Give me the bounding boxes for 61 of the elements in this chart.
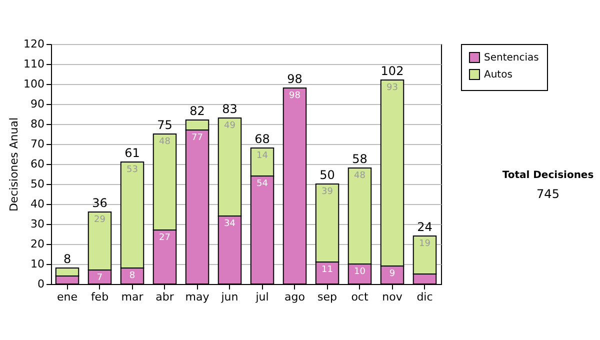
x-tick-label: jun [220, 290, 238, 304]
data-label: 98 [289, 91, 301, 101]
total-label: 36 [92, 196, 108, 210]
y-tick-label: 30 [30, 218, 44, 230]
data-label: 10 [354, 267, 366, 277]
y-tick-label: 40 [30, 198, 44, 210]
data-label: 49 [224, 121, 236, 131]
y-tick-label: 70 [30, 138, 44, 150]
data-label: 39 [322, 187, 334, 197]
data-label: 27 [159, 233, 170, 243]
data-label: 7 [96, 273, 103, 283]
y-tick-label: 50 [30, 178, 44, 190]
total-label: 102 [380, 64, 404, 78]
data-label: 14 [256, 151, 268, 161]
y-tick-label: 90 [30, 98, 44, 110]
total-label: 8 [63, 252, 72, 266]
text: Total Decisiones [501, 170, 595, 181]
data-label: 34 [224, 219, 236, 229]
total-label: 83 [222, 102, 238, 116]
x-tick-label: oct [351, 290, 369, 304]
y-tick-label: 0 [38, 278, 44, 290]
x-tick-label: sep [318, 290, 338, 304]
data-label: 48 [354, 171, 366, 181]
data-label: 77 [192, 133, 203, 143]
legend-label: Sentencias [484, 52, 539, 64]
y-tick-label: 120 [24, 38, 44, 50]
y-tick-label: 110 [24, 58, 44, 70]
total-label: 82 [190, 104, 205, 118]
data-label: 48 [159, 137, 171, 147]
x-tick-label: mar [121, 290, 144, 304]
legend-label: Autos [484, 70, 512, 80]
total-label: 61 [124, 146, 140, 160]
x-tick-label: jul [254, 290, 269, 304]
x-tick-label: ene [56, 290, 78, 304]
y-tick-label: 10 [30, 258, 44, 270]
y-tick-label: 20 [30, 238, 44, 250]
x-tick-label: dic [416, 290, 433, 304]
x-tick-label: feb [90, 290, 109, 304]
total-label: 75 [157, 118, 172, 132]
data-label: 8 [129, 271, 136, 281]
total-label: 24 [417, 220, 432, 234]
data-label: 11 [322, 265, 333, 275]
total-label: 58 [352, 152, 368, 166]
total-label: 68 [254, 132, 270, 146]
data-label: 93 [386, 83, 398, 93]
data-label: 54 [256, 179, 268, 189]
x-tick-label: may [185, 290, 210, 304]
text: 745 [536, 187, 560, 201]
data-label: 29 [94, 215, 106, 225]
x-tick-label: abr [156, 290, 174, 304]
total-label: 50 [320, 168, 335, 182]
y-tick-label: 100 [24, 78, 44, 90]
x-tick-label: nov [382, 290, 403, 304]
y-axis-title: Decisiones Anual [8, 117, 21, 212]
total-label: 98 [287, 72, 302, 86]
y-tick-label: 60 [30, 158, 44, 170]
data-label: 53 [126, 165, 138, 175]
y-tick-label: 80 [30, 118, 44, 130]
data-label: 9 [389, 269, 396, 279]
x-tick-label: ago [284, 290, 306, 304]
data-label: 19 [419, 239, 431, 249]
